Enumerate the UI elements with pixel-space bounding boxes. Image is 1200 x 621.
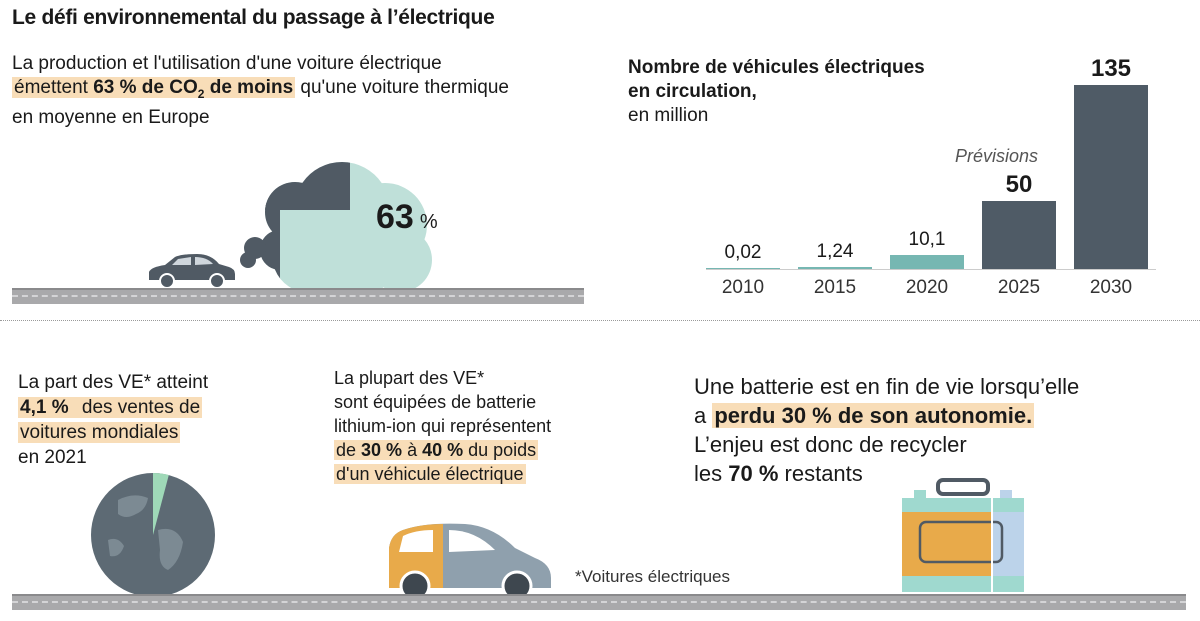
bt-line3: lithium-ion qui représentent [334,416,552,436]
bt-line1: La plupart des VE* [334,368,485,388]
bar-value-label-2020: 10,1 [908,229,946,251]
rc-line4: les 70 % restants [694,459,1079,488]
x-tick-label-2025: 2025 [997,277,1041,298]
share-line3: voitures mondiales [18,420,208,445]
rc-line3: L’enjeu est donc de recycler [694,432,967,457]
bar-value-label-2025: 50 [1005,170,1033,198]
co2-subscript: 2 [197,86,205,101]
share-line1: La part des VE* atteint [18,372,209,393]
section-divider [0,320,1200,321]
bt-line2: sont équipées de batterie [334,392,537,412]
co2-value-number: 63 [376,198,414,236]
ev-car-icon [389,523,551,598]
share-statement: La part des VE* atteint 4,1 % des ventes… [18,370,208,470]
bt-line4: de 30 % à 40 % du poids [334,438,551,462]
chart-title-block: Nombre de véhicules électriques en circu… [628,56,925,128]
rc-line4-pre: les [694,461,729,486]
co2-value: 63% [376,198,438,237]
rc-line1: Une batterie est en fin de vie lorsqu’el… [694,374,1080,399]
rc-highlight: perdu 30 % de son autonomie. [712,403,1035,428]
co2-highlight-a: 63 % de CO [93,77,198,98]
bt-line4-post: du poids [463,440,537,460]
battery-icon [902,478,1024,592]
bt-line4-mid: à [402,440,423,460]
share-highlight-2: voitures mondiales [18,422,181,443]
x-tick-label-2015: 2015 [813,277,857,298]
x-tick-label-2030: 2030 [1089,277,1133,298]
page-title: Le défi environnemental du passage à l’é… [12,6,495,29]
rc-line2: a perdu 30 % de son autonomie. [694,401,1079,430]
footnote: *Voitures électriques [575,567,730,586]
bt-pct-high: 40 % [422,440,464,460]
chart-title-line2: en circulation, [628,81,757,102]
chart-subtitle: en million [628,105,709,126]
chart-baseline [706,269,1156,270]
x-tick-label-2010: 2010 [721,277,765,298]
share-highlight: 4,1 % [18,397,71,418]
co2-cloud-illustration [240,162,432,290]
road-bottom [12,594,1186,610]
share-line2: 4,1 % des ventes de [18,395,208,420]
co2-line1: La production et l'utilisation d'une voi… [12,53,442,74]
rc-line4-post: restants [778,461,863,486]
co2-line3: en moyenne en Europe [12,106,210,128]
bar-value-label-2015: 1,24 [816,241,854,263]
bt-pct-low: 30 % [361,440,403,460]
exhaust-puff [240,252,256,268]
bar-2015 [798,267,872,269]
share-line2-post: des ventes de [79,397,203,418]
bar-value-label-2030: 135 [1090,55,1132,82]
co2-value-unit: % [419,211,438,233]
share-line4: en 2021 [18,447,87,468]
rc-pct: 70 % [728,461,779,486]
ev-bar-chart: 0,02 2010 1,24 2015 10,1 2020 50 2025 135 2030 [706,55,1148,298]
forecast-label: Prévisions [955,146,1039,166]
co2-line2-pre: émettent [14,77,88,98]
bt-line5: d'un véhicule électrique [334,462,551,486]
chart-title: Nombre de véhicules électriques [628,57,925,78]
bar-2030 [1074,85,1148,269]
bar-2010 [706,267,780,269]
bar-2025 [982,200,1056,269]
bar-value-label-2010: 0,02 [724,241,762,263]
co2-statement: La production et l'utilisation d'une voi… [12,52,572,130]
co2-line2: émettent 63 % de CO2 de moins qu'une voi… [12,76,572,106]
rc-line2-pre: a [694,403,713,428]
bt-line5-text: d'un véhicule électrique [334,464,526,484]
globe-icon [91,473,215,597]
battery-type-statement: La plupart des VE* sont équipées de batt… [334,366,551,486]
co2-highlight-b: de moins [204,77,294,98]
bt-line4-pre: de [336,440,362,460]
recycle-statement: Une batterie est en fin de vie lorsqu’el… [694,372,1079,488]
road-top [12,288,584,304]
bar-2020 [890,255,964,269]
x-tick-label-2020: 2020 [905,277,949,298]
co2-line2-post: qu'une voiture thermique [300,77,509,98]
share-slice [153,473,169,535]
